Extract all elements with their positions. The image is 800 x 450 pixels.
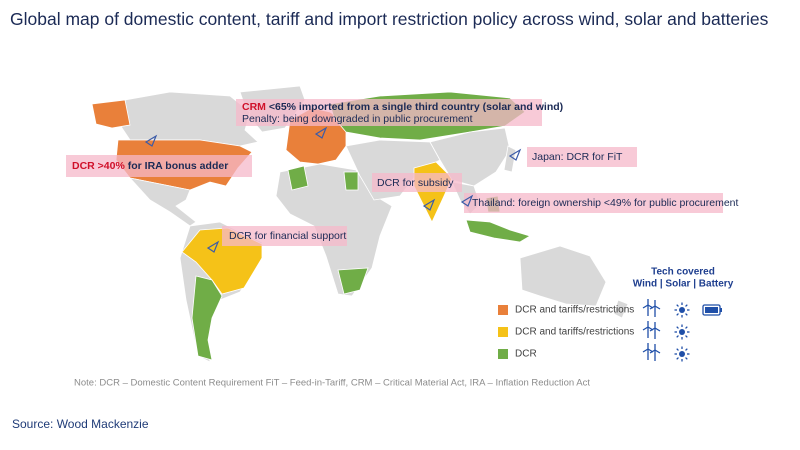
annotation-box — [236, 99, 542, 126]
annotation-part: <65% imported from a single third countr… — [269, 101, 563, 113]
title: Global map of domestic content, tariff a… — [10, 9, 769, 29]
icon-part — [679, 307, 685, 313]
pin — [460, 194, 474, 207]
annotation-box — [372, 173, 462, 192]
legend-icon — [642, 299, 661, 317]
annotation-part: CRM — [242, 101, 266, 113]
land — [519, 245, 607, 307]
icon-part — [685, 304, 688, 307]
map — [91, 85, 629, 363]
icon-part — [676, 348, 679, 351]
legend-swatch — [498, 349, 508, 359]
land — [503, 145, 517, 173]
icon-part — [676, 313, 679, 316]
annotation-box — [527, 147, 637, 167]
legend-swatch — [498, 305, 508, 315]
icon-part — [676, 357, 679, 360]
legend-icon — [642, 343, 661, 361]
pin — [508, 148, 522, 161]
land — [128, 177, 197, 227]
legend-icon — [674, 324, 690, 340]
land — [117, 91, 259, 147]
icon-part — [679, 329, 685, 335]
icon-part — [679, 351, 685, 357]
pin — [314, 126, 328, 139]
icon-part — [676, 326, 679, 329]
pin — [206, 240, 220, 253]
note: Note: DCR – Domestic Content Requirement… — [74, 378, 590, 389]
icon-part — [685, 335, 688, 338]
icon-part — [685, 326, 688, 329]
icon-part — [685, 348, 688, 351]
legend-label: DCR — [515, 349, 537, 360]
icon-part — [720, 308, 722, 312]
land — [613, 299, 629, 319]
pin — [144, 134, 158, 147]
annotation-part: DCR >40% — [72, 160, 125, 172]
icon-part — [649, 300, 661, 310]
legend: Tech covered Wind | Solar | Battery DCR … — [498, 267, 734, 362]
annotation: DCR for financial support — [229, 230, 346, 242]
region — [191, 275, 223, 361]
region — [337, 267, 369, 295]
icon-part — [676, 304, 679, 307]
icon-part — [649, 344, 661, 354]
legend-label: DCR and tariffs/restrictions — [515, 305, 634, 316]
legend-icon — [674, 302, 690, 318]
source: Source: Wood Mackenzie — [12, 417, 149, 431]
annotation: Thailand: foreign ownership <49% for pub… — [472, 197, 739, 209]
pin — [422, 198, 436, 211]
legend-title: Tech covered — [651, 267, 715, 278]
region — [287, 165, 309, 191]
annotation: Japan: DCR for FiT — [532, 151, 623, 163]
annotation-part: for IRA bonus adder — [128, 160, 229, 172]
icon-part — [685, 313, 688, 316]
region — [465, 219, 531, 243]
land — [429, 127, 511, 187]
legend-icon — [702, 304, 722, 316]
icon-part — [685, 357, 688, 360]
legend-subtitle: Wind | Solar | Battery — [633, 279, 734, 290]
annotation: Penalty: being downgraded in public proc… — [242, 113, 473, 125]
legend-rows: DCR and tariffs/restrictions DCR and tari… — [498, 299, 722, 362]
legend-label: DCR and tariffs/restrictions — [515, 327, 634, 338]
annotation: DCR >40% for IRA bonus adder — [72, 160, 228, 172]
legend-item: DCR and tariffs/restrictions — [498, 299, 722, 318]
icon-part — [676, 335, 679, 338]
annotation-box — [464, 193, 723, 213]
legend-item: DCR — [498, 343, 690, 362]
legend-icon — [674, 346, 690, 362]
annotation-box — [66, 155, 252, 177]
annotation: CRM <65% imported from a single third co… — [242, 101, 563, 113]
icon-part — [649, 322, 661, 332]
annotation: DCR for subsidy — [377, 177, 454, 189]
legend-icon — [642, 321, 661, 339]
icon-part — [705, 307, 718, 313]
annotation-box — [222, 226, 347, 246]
legend-item: DCR and tariffs/restrictions — [498, 321, 690, 340]
legend-swatch — [498, 327, 508, 337]
annotations: CRM <65% imported from a single third co… — [66, 99, 739, 253]
region — [343, 171, 359, 191]
region — [91, 99, 131, 129]
